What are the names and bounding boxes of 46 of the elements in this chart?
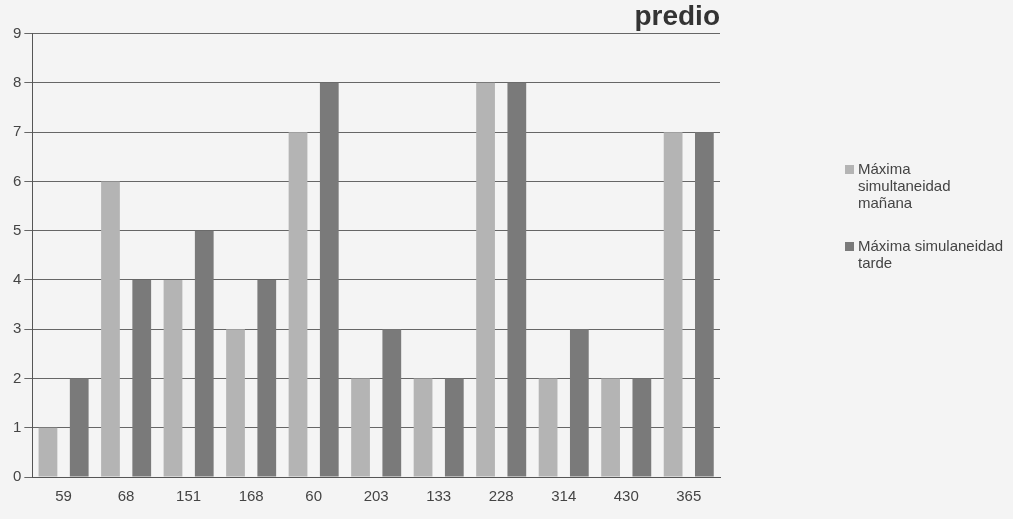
bar <box>132 279 152 477</box>
bar <box>382 329 402 477</box>
bar <box>601 378 620 477</box>
bar <box>194 230 214 477</box>
y-tick-label: 6 <box>13 171 22 189</box>
bar <box>632 378 652 477</box>
bar <box>288 132 308 477</box>
x-tick-label: 203 <box>363 487 389 505</box>
x-tick-label: 228 <box>488 487 514 505</box>
bar <box>413 378 433 477</box>
y-tick-label: 4 <box>13 270 22 288</box>
bar <box>319 82 339 477</box>
bar <box>38 427 58 477</box>
bar <box>226 329 245 477</box>
y-tick-label: 1 <box>13 417 22 435</box>
x-tick-label: 60 <box>305 487 322 505</box>
bar <box>163 279 183 477</box>
y-tick-label: 7 <box>13 122 22 140</box>
y-tick-label: 8 <box>13 73 22 91</box>
legend-label: Máxima simulaneidad tarde <box>858 237 1005 271</box>
bar <box>694 132 714 477</box>
x-tick-label: 168 <box>238 487 264 505</box>
x-tick-label: 430 <box>613 487 639 505</box>
bar <box>538 378 558 477</box>
bar <box>351 378 370 477</box>
bar <box>507 82 527 477</box>
bar <box>444 378 464 477</box>
y-tick-label: 2 <box>13 368 22 386</box>
bar <box>663 132 683 477</box>
x-tick-label: 68 <box>117 487 135 505</box>
y-tick-label: 9 <box>13 23 22 41</box>
bar <box>476 82 495 477</box>
x-tick-label: 151 <box>176 487 202 505</box>
legend-label: Máxima simultaneidad mañana <box>858 160 952 211</box>
bar <box>101 181 120 477</box>
y-tick-label: 3 <box>13 319 22 337</box>
x-tick-label: 365 <box>676 487 702 505</box>
x-tick-label: 59 <box>55 487 72 505</box>
y-tick-label: 5 <box>13 220 22 238</box>
chart-title: predio <box>634 0 720 31</box>
bar <box>569 329 589 477</box>
bar <box>69 378 89 477</box>
x-tick-label: 133 <box>426 487 452 505</box>
y-tick-label: 0 <box>13 467 22 485</box>
x-tick-label: 314 <box>551 487 577 505</box>
bar <box>257 279 277 477</box>
